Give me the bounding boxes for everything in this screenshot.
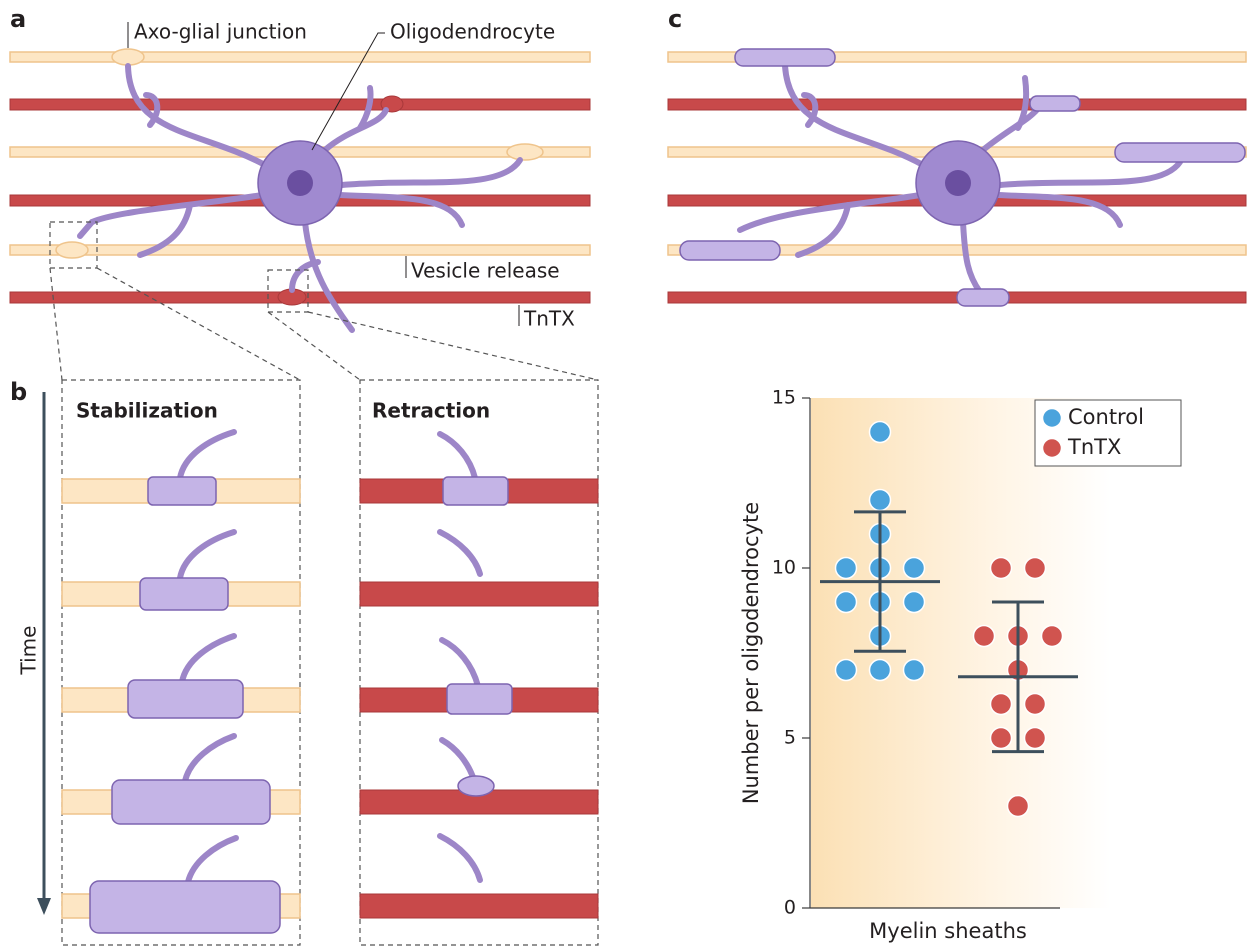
axon <box>10 52 590 62</box>
column-title: Stabilization <box>76 399 218 423</box>
nucleus <box>287 170 313 196</box>
column-box <box>360 380 598 945</box>
axon <box>360 894 598 918</box>
y-tick-label: 5 <box>784 727 796 749</box>
legend-label: Control <box>1068 405 1144 429</box>
process <box>963 222 980 292</box>
zoom-line <box>97 268 300 380</box>
plot-background <box>811 398 1111 908</box>
sheath <box>447 684 512 714</box>
junction <box>507 144 543 160</box>
junction <box>112 49 144 65</box>
dot <box>836 592 857 613</box>
dot <box>870 490 891 511</box>
panel-label: c <box>668 5 682 33</box>
sheath <box>112 780 270 824</box>
nucleus <box>945 170 971 196</box>
process <box>325 110 386 150</box>
body: a b c Axo-glial junction Oligodendrocyte… <box>0 0 1254 952</box>
y-tick-label: 10 <box>772 557 796 579</box>
dot <box>1008 796 1029 817</box>
legend-swatch <box>1043 439 1062 458</box>
sheath <box>735 49 835 66</box>
sheath <box>140 578 228 610</box>
sheath <box>1030 96 1080 111</box>
bulb <box>458 776 494 796</box>
sheath <box>680 241 780 260</box>
page: Oligodendrocyte myelin sheaths figure {"… <box>0 0 1254 952</box>
dot <box>904 592 925 613</box>
panel-label: a <box>10 5 26 33</box>
sheath <box>1115 143 1245 162</box>
process <box>342 160 520 185</box>
dot <box>870 660 891 681</box>
sheath <box>443 477 508 505</box>
legend-label: TnTX <box>1067 435 1121 459</box>
figure: a b c Axo-glial junction Oligodendrocyte… <box>0 0 1254 948</box>
annotation: TnTX <box>523 307 575 331</box>
process <box>983 106 1040 150</box>
zoom-line <box>50 268 62 380</box>
sheath <box>957 289 1009 306</box>
axon <box>10 99 590 110</box>
process <box>442 740 474 780</box>
legend-swatch <box>1043 409 1062 428</box>
junction <box>56 242 88 258</box>
y-tick-label: 0 <box>784 897 796 919</box>
process <box>180 532 234 578</box>
sheath <box>90 881 280 933</box>
sheath <box>148 477 216 505</box>
sheath <box>128 680 243 718</box>
y-axis-label: Number per oligodendrocyte <box>739 502 763 804</box>
dot <box>974 626 995 647</box>
process <box>188 838 236 882</box>
dot <box>1025 728 1046 749</box>
process <box>305 222 352 330</box>
process <box>180 432 234 478</box>
time-label: Time <box>17 626 41 676</box>
process <box>440 434 475 478</box>
dot <box>904 558 925 579</box>
column-box <box>62 380 300 945</box>
process <box>440 532 480 574</box>
process <box>1000 162 1180 185</box>
panel-b: Time Stabilization Retraction <box>17 380 599 945</box>
dot <box>1042 626 1063 647</box>
panel-c <box>668 49 1246 306</box>
axon <box>360 582 598 606</box>
dot <box>1025 558 1046 579</box>
annotation: Vesicle release <box>411 259 560 283</box>
x-axis-label: Myelin sheaths <box>869 919 1027 943</box>
dot <box>836 558 857 579</box>
y-tick-label: 15 <box>772 387 796 409</box>
panel-a: Axo-glial junction Oligodendrocyte Vesic… <box>10 20 598 381</box>
process <box>185 736 234 781</box>
process <box>182 636 234 682</box>
process <box>440 836 480 880</box>
dot <box>991 694 1012 715</box>
axon <box>668 99 1246 110</box>
process <box>442 640 478 686</box>
column-title: Retraction <box>372 399 490 423</box>
dot <box>904 660 925 681</box>
annotation: Oligodendrocyte <box>390 20 555 44</box>
dot <box>836 660 857 681</box>
dot <box>991 558 1012 579</box>
annotation: Axo-glial junction <box>134 20 307 44</box>
dot <box>991 728 1012 749</box>
dot <box>1025 694 1046 715</box>
time-arrow-head <box>37 898 51 915</box>
panel-label: b <box>10 378 27 406</box>
dot <box>870 422 891 443</box>
